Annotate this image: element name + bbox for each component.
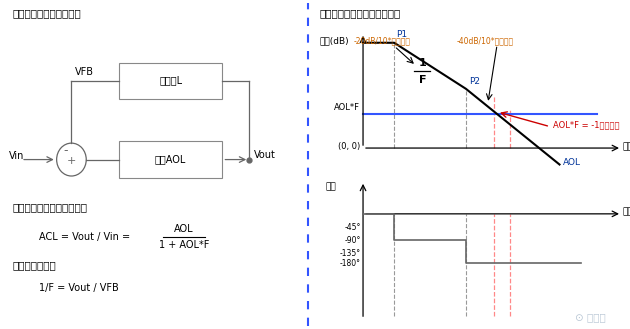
Text: ⊙ 日月辰: ⊙ 日月辰 bbox=[575, 313, 606, 322]
Text: -180°: -180° bbox=[340, 259, 360, 268]
Text: 运放AOL: 运放AOL bbox=[155, 155, 186, 164]
Text: 1 + AOL*F: 1 + AOL*F bbox=[159, 240, 209, 250]
Text: +: + bbox=[67, 156, 76, 166]
FancyBboxPatch shape bbox=[119, 63, 222, 99]
FancyBboxPatch shape bbox=[119, 141, 222, 178]
Text: AOL*F = -1摆渡区域: AOL*F = -1摆渡区域 bbox=[553, 120, 620, 130]
Text: 1: 1 bbox=[418, 58, 426, 67]
Text: VFB: VFB bbox=[75, 67, 94, 77]
Text: -40dB/10*倍频衰减: -40dB/10*倍频衰减 bbox=[457, 37, 513, 46]
Text: -: - bbox=[64, 144, 69, 157]
Text: 运放负反馈放大电路模型: 运放负反馈放大电路模型 bbox=[12, 8, 81, 18]
Text: -20dB/10*倍频衰减: -20dB/10*倍频衰减 bbox=[353, 37, 411, 46]
Text: F: F bbox=[418, 75, 426, 85]
Text: -90°: -90° bbox=[344, 236, 360, 245]
Text: 频率: 频率 bbox=[622, 142, 630, 151]
Text: 相位: 相位 bbox=[326, 183, 336, 191]
Text: Vout: Vout bbox=[253, 150, 275, 160]
Text: ACL = Vout / Vin =: ACL = Vout / Vin = bbox=[39, 232, 133, 242]
Text: 反馈系数的倒数: 反馈系数的倒数 bbox=[12, 260, 56, 270]
Text: P1: P1 bbox=[396, 31, 407, 39]
Text: -135°: -135° bbox=[340, 249, 360, 258]
Text: AOL*F: AOL*F bbox=[334, 103, 360, 112]
Text: 频率: 频率 bbox=[622, 208, 630, 217]
Text: AOL: AOL bbox=[563, 158, 581, 167]
Text: Vin: Vin bbox=[9, 151, 25, 161]
Text: 1/F = Vout / VFB: 1/F = Vout / VFB bbox=[39, 283, 118, 293]
Text: AOL: AOL bbox=[174, 224, 194, 234]
Text: 增益(dB): 增益(dB) bbox=[319, 36, 349, 45]
Text: -45°: -45° bbox=[344, 222, 360, 232]
Text: 负反馈L: 负反馈L bbox=[159, 76, 182, 86]
Text: 运放负反馈放大电路摆渡模型: 运放负反馈放大电路摆渡模型 bbox=[319, 8, 401, 18]
Text: P2: P2 bbox=[469, 77, 480, 86]
Text: (0, 0): (0, 0) bbox=[338, 142, 360, 151]
Text: 负反馈放大电路的闭环增益: 负反馈放大电路的闭环增益 bbox=[12, 202, 87, 212]
